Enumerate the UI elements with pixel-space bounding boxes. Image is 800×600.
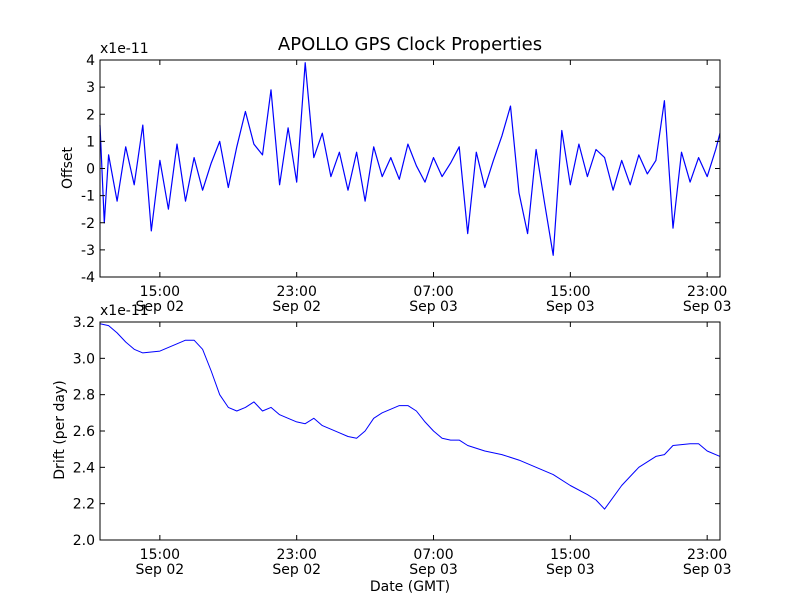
drift-x-tick-time-label: 07:00 [413,547,453,563]
drift-y-tick-label: 3.2 [73,315,95,331]
offset-y-tick-label: -4 [81,270,95,286]
offset-x-tick-time-label: 23:00 [687,284,727,300]
drift-series-line [99,323,721,510]
offset-axes-frame [99,59,721,278]
drift-x-tick-time-label: 15:00 [550,547,590,563]
offset-y-tick-label: 1 [86,134,95,150]
offset-x-tick-time-label: 23:00 [277,284,317,300]
drift-y-tick-label: 2.6 [73,424,95,440]
drift-y-tick-label: 2.0 [73,533,95,549]
drift-x-tick-date-label: Sep 03 [683,562,732,578]
offset-x-tick-date-label: Sep 03 [546,299,595,315]
offset-y-tick-label: 3 [86,80,95,96]
drift-y-axis-label: Drift (per day) [52,380,68,479]
offset-x-tick-time-label: 07:00 [413,284,453,300]
drift-x-tick-date-label: Sep 02 [272,562,321,578]
drift-y-tick-label: 3.0 [73,351,95,367]
offset-y-tick-label: 4 [86,53,95,69]
offset-y-tick-label: -2 [81,216,95,232]
drift-x-tick-date-label: Sep 03 [409,562,458,578]
drift-axes-frame [99,321,721,541]
offset-y-tick-label: 2 [86,107,95,123]
offset-exponent-label: x1e-11 [100,41,149,57]
offset-x-tick-date-label: Sep 03 [409,299,458,315]
drift-x-tick-date-label: Sep 03 [546,562,595,578]
offset-x-tick-date-label: Sep 03 [683,299,732,315]
drift-exponent-label: x1e-11 [100,303,149,319]
offset-y-tick-label: -1 [81,189,95,205]
offset-x-tick-date-label: Sep 02 [136,299,185,315]
figure-title: APOLLO GPS Clock Properties [278,34,542,55]
drift-y-tick-label: 2.4 [73,460,95,476]
offset-series-line [99,62,721,256]
offset-x-tick-date-label: Sep 02 [272,299,321,315]
offset-x-tick-time-label: 15:00 [140,284,180,300]
drift-x-axis-label: Date (GMT) [370,579,450,595]
offset-y-axis-label: Offset [60,146,76,189]
offset-x-tick-time-label: 15:00 [550,284,590,300]
drift-y-tick-label: 2.2 [73,497,95,513]
drift-x-tick-time-label: 15:00 [140,547,180,563]
drift-y-tick-label: 2.8 [73,388,95,404]
drift-x-tick-date-label: Sep 02 [136,562,185,578]
drift-x-tick-time-label: 23:00 [277,547,317,563]
offset-y-tick-label: -3 [81,243,95,259]
offset-y-tick-label: 0 [86,162,95,178]
drift-x-tick-time-label: 23:00 [687,547,727,563]
